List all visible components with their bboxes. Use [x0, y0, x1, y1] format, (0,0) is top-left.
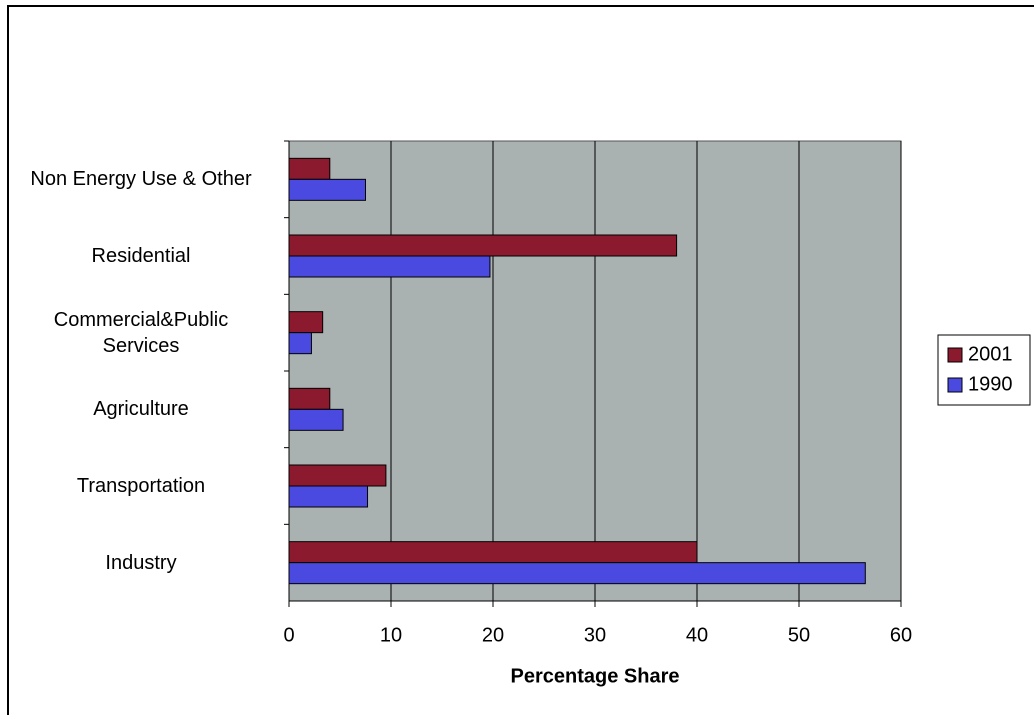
bar — [288, 157, 331, 180]
bar — [288, 485, 369, 508]
bar — [288, 562, 866, 585]
x-tick-label: 10 — [380, 624, 402, 646]
x-tick-label: 20 — [482, 624, 504, 646]
y-tick-label: Agriculture — [93, 398, 189, 421]
x-tick-label: 60 — [890, 624, 912, 646]
bar — [288, 255, 491, 278]
legend-swatch — [947, 347, 963, 363]
y-tick-label: Transportation — [76, 475, 206, 497]
legend-swatch — [947, 377, 963, 393]
bar — [288, 234, 678, 257]
x-tick-label: 40 — [686, 624, 708, 646]
y-tick-label: Non Energy Use & Other — [30, 168, 252, 191]
y-tick-label: Commercial&Public Services — [53, 308, 229, 357]
y-tick-label: Industry — [105, 551, 177, 574]
x-axis-title: Percentage Share — [511, 665, 680, 687]
legend-label: 1990 — [968, 373, 1013, 395]
x-tick-label: 50 — [788, 624, 810, 646]
legend-box — [937, 334, 1031, 406]
x-tick-label: 30 — [584, 624, 606, 646]
bar — [288, 541, 698, 564]
bar — [288, 311, 324, 334]
y-tick-label: Residential — [91, 245, 191, 267]
bar — [288, 332, 312, 355]
bar — [288, 408, 344, 431]
x-tick-label: 0 — [283, 624, 294, 646]
bar — [288, 178, 366, 201]
bar — [288, 387, 331, 410]
bar — [288, 464, 387, 487]
legend-label: 2001 — [968, 343, 1013, 365]
